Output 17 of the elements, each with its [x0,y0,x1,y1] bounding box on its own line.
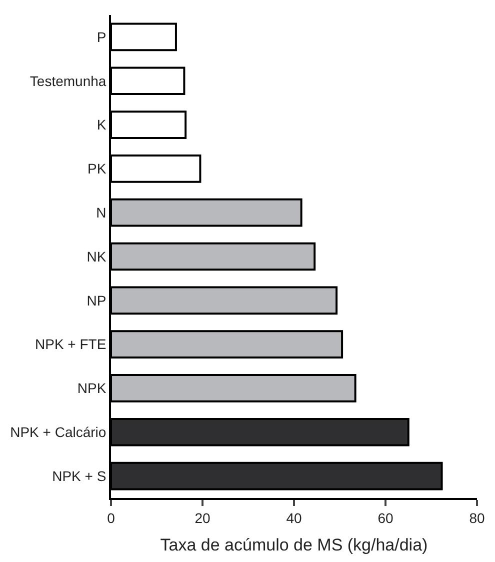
x-tick-label: 80 [469,510,485,526]
y-tick-label: NPK + S [52,468,106,484]
y-tick-label: NPK + Calcário [10,424,106,440]
x-tick-label: 0 [107,510,116,526]
y-tick-label: PK [88,160,107,177]
x-tick-label: 20 [194,510,210,526]
y-tick-label: Testemunha [30,72,106,89]
x-tick-label: 40 [286,510,302,526]
y-tick-label: NK [86,248,107,264]
y-tick-label: NPK [77,380,107,396]
x-tick-label: 60 [378,510,394,526]
y-tick-label: K [96,116,107,133]
y-tick-label: P [96,28,106,45]
y-tick-label: NP [86,292,106,308]
x-axis-title: Taxa de acúmulo de MS (kg/ha/dia) [160,536,428,555]
y-tick-label: NPK + FTE [35,336,106,352]
y-tick-label: N [96,204,106,220]
